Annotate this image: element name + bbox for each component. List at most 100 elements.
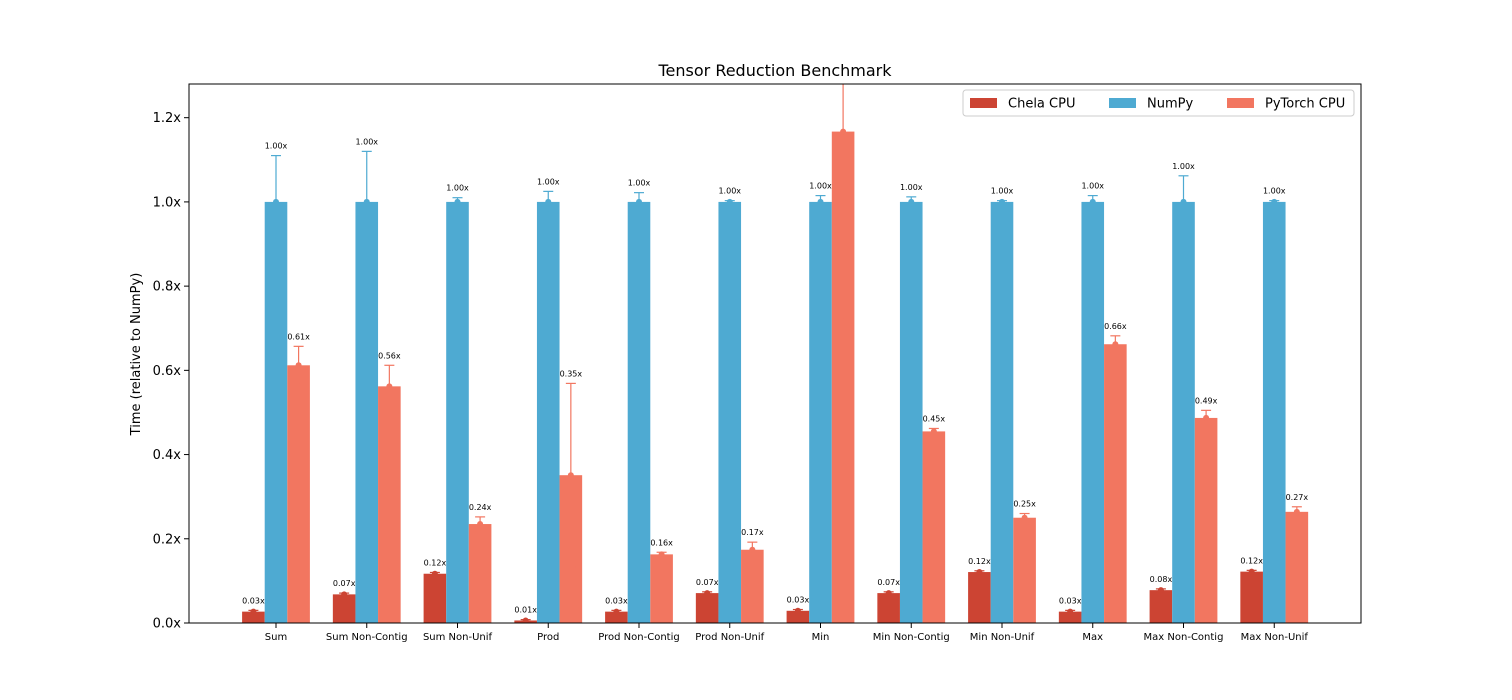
x-tick-label: Prod Non-Contig	[598, 632, 679, 643]
bar	[605, 611, 628, 623]
data-point	[1293, 508, 1300, 515]
data-point	[295, 362, 302, 369]
data-point	[1089, 198, 1096, 205]
data-label: 1.00x	[1263, 187, 1286, 196]
data-point	[1180, 198, 1187, 205]
data-point	[658, 551, 665, 558]
data-point	[250, 608, 257, 615]
x-tick-label: Min	[812, 632, 830, 643]
legend-label: NumPy	[1147, 97, 1193, 112]
data-label: 0.24x	[469, 503, 492, 512]
data-point	[704, 590, 711, 597]
data-labels-layer: 0.03x 0.07x 0.12x 0.01x 0.03x 0.07x 0.03x 0.07x…	[242, 137, 1308, 614]
bar	[786, 610, 810, 623]
y-tick-label: 1.0x	[153, 195, 182, 210]
data-point	[341, 591, 348, 598]
legend: Chela CPU NumPy PyTorch CPU	[962, 89, 1355, 117]
y-tick-label: 0.2x	[153, 532, 182, 547]
bar	[378, 386, 401, 623]
data-label: 0.01x	[514, 606, 537, 615]
x-tick-label: Max Non-Unif	[1241, 632, 1309, 643]
error-bars-layer	[248, 84, 1302, 624]
x-tick-label: Sum Non-Unif	[423, 632, 493, 643]
bar	[536, 201, 560, 623]
data-label: 0.45x	[923, 414, 946, 423]
bar	[468, 524, 492, 623]
bar	[423, 573, 447, 623]
x-tick-label: Min Non-Contig	[873, 632, 950, 643]
data-label: 1.00x	[537, 177, 560, 186]
y-tick-label: 0.8x	[153, 280, 182, 295]
data-label: 1.00x	[1172, 162, 1195, 171]
data-point	[522, 617, 529, 624]
data-point	[545, 198, 552, 205]
data-label: 0.12x	[1240, 556, 1263, 565]
bar	[1285, 511, 1309, 623]
axes-layer: 0.0x 0.2x 0.4x 0.6x 0.8x 1.0x 1.2x Sum Sum Non-C…	[153, 83, 1362, 643]
data-label: 0.12x	[424, 558, 447, 567]
x-tick-label: Prod	[537, 632, 559, 643]
data-point	[1248, 568, 1255, 575]
data-label: 1.00x	[446, 184, 469, 193]
data-point	[1271, 198, 1278, 205]
data-point	[999, 198, 1005, 205]
data-point	[726, 198, 733, 205]
bar	[627, 201, 651, 623]
bar	[446, 201, 469, 623]
legend-swatch	[1227, 98, 1254, 108]
y-tick-label: 0.6x	[153, 364, 182, 379]
x-tick-label: Sum	[265, 632, 287, 643]
legend-swatch	[1109, 98, 1136, 108]
data-point	[1112, 341, 1119, 348]
data-label: 0.17x	[741, 528, 764, 537]
data-point	[1067, 608, 1074, 615]
bar	[741, 549, 764, 623]
data-point	[477, 521, 484, 528]
bar	[695, 593, 719, 623]
data-point	[840, 128, 847, 135]
y-tick-label: 1.2x	[153, 111, 182, 126]
data-label: 0.61x	[287, 332, 310, 341]
data-label: 1.00x	[265, 142, 288, 151]
x-tick-label: Min Non-Unif	[970, 632, 1035, 643]
data-label: 0.03x	[605, 596, 628, 605]
bar	[877, 593, 900, 623]
legend-label: PyTorch CPU	[1265, 97, 1345, 112]
data-point	[1203, 414, 1210, 421]
data-label: 0.56x	[378, 351, 401, 360]
bar	[1081, 201, 1105, 623]
data-point	[794, 607, 801, 614]
bar	[242, 611, 265, 623]
data-point	[817, 198, 824, 205]
x-tick-label: Prod Non-Unif	[695, 632, 764, 643]
data-point	[386, 383, 393, 390]
bar	[264, 201, 288, 623]
bar	[809, 201, 832, 623]
plot-frame	[188, 83, 1362, 624]
data-label: 1.00x	[628, 179, 651, 188]
data-label: 1.00x	[718, 187, 741, 196]
bar	[718, 201, 742, 623]
bar	[355, 201, 379, 623]
data-point	[431, 570, 438, 577]
data-label: 0.35x	[560, 369, 583, 378]
data-label: 1.00x	[991, 187, 1014, 196]
data-point	[885, 590, 892, 597]
data-label: 0.12x	[968, 557, 991, 566]
data-point	[363, 198, 370, 205]
data-label: 0.07x	[696, 578, 719, 587]
bars-layer	[242, 131, 1309, 623]
data-point	[930, 428, 937, 435]
y-axis-label: Time (relative to NumPy)	[129, 273, 144, 437]
data-label: 0.03x	[242, 596, 265, 605]
bar	[332, 594, 356, 623]
x-tick-label: Max Non-Contig	[1144, 632, 1224, 643]
x-tick-label: Sum Non-Contig	[326, 632, 408, 643]
legend-box	[962, 89, 1355, 117]
bar	[1149, 590, 1173, 623]
bar	[1104, 344, 1127, 623]
bar	[1240, 571, 1263, 623]
data-point	[908, 198, 915, 205]
bar	[1058, 611, 1082, 623]
data-label: 0.08x	[1150, 575, 1173, 584]
